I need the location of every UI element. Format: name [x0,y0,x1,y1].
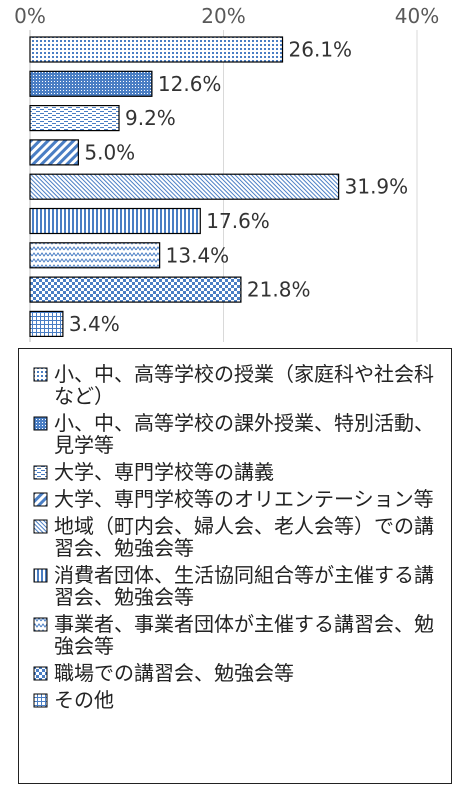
legend-label: 小、中、高等学校の課外授業、特別活動、見学等 [54,411,434,457]
legend-swatch [33,465,48,480]
legend-swatch [33,666,48,681]
legend-swatch [33,693,48,708]
bar-value-label: 17.6% [206,209,270,233]
legend-item: 大学、専門学校等の講義 [33,461,441,483]
legend-label: 消費者団体、生活協同組合等が主催する講習会、勉強会等 [54,563,434,609]
legend-item: 職場での講習会、勉強会等 [33,662,441,684]
legend-label: 大学、専門学校等の講義 [54,460,274,484]
bar [29,36,284,63]
bar [29,173,340,200]
bar [29,104,120,132]
bar-value-label: 13.4% [166,243,230,267]
legend-label: 大学、専門学校等のオリエンテーション等 [54,487,434,511]
legend-item: 小、中、高等学校の授業（家庭科や社会科など） [33,363,441,407]
legend-label: 地域（町内会、婦人会、老人会等）での講習会、勉強会等 [54,514,434,560]
bar-value-label: 5.0% [84,140,135,164]
legend-swatch [33,367,48,382]
bar-value-label: 31.9% [345,175,409,199]
legend-label: 事業者、事業者団体が主催する講習会、勉強会等 [54,612,434,658]
bar-chart: 0% 20% 40% 26.1% 12.6% 9.2% 5.0% 31.9% 17.6% 13.… [14,4,439,342]
legend-label: 職場での講習会、勉強会等 [54,661,294,685]
x-tick-label: 20% [201,4,245,28]
legend-swatch [33,617,48,632]
bar-value-label: 9.2% [125,106,176,130]
legend-label: 小、中、高等学校の授業（家庭科や社会科など） [54,362,434,408]
legend-swatch [33,568,48,583]
bar [29,207,201,235]
legend-label: その他 [54,688,114,712]
bar [29,70,153,97]
bar [29,242,161,269]
legend-swatch [33,492,48,507]
legend-swatch [33,416,48,431]
legend-list: 小、中、高等学校の授業（家庭科や社会科など） 小、中、高等学校の課外授業、特別活動… [33,363,441,711]
bar-value-label: 12.6% [158,72,222,96]
legend-swatch [33,519,48,534]
bar-value-label: 21.8% [247,278,311,302]
bar-value-label: 3.4% [69,312,120,336]
x-tick-label: 40% [395,4,439,28]
chart-legend: 小、中、高等学校の授業（家庭科や社会科など） 小、中、高等学校の課外授業、特別活動… [18,348,452,784]
bar [29,310,64,337]
legend-item: 事業者、事業者団体が主催する講習会、勉強会等 [33,613,441,657]
legend-item: その他 [33,689,441,711]
x-tick-label: 0% [14,4,46,28]
bar [29,139,79,166]
legend-item: 小、中、高等学校の課外授業、特別活動、見学等 [33,412,441,456]
legend-item: 消費者団体、生活協同組合等が主催する講習会、勉強会等 [33,564,441,608]
bar-value-label: 26.1% [289,38,353,62]
legend-item: 大学、専門学校等のオリエンテーション等 [33,488,441,510]
legend-item: 地域（町内会、婦人会、老人会等）での講習会、勉強会等 [33,515,441,559]
bar [29,276,242,303]
